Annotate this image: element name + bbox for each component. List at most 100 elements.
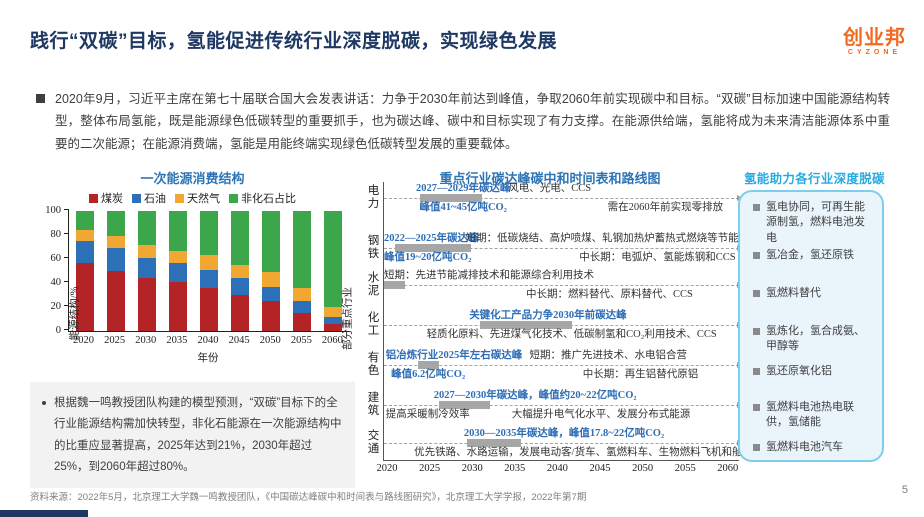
stacked-bar <box>293 211 312 331</box>
bar-segment <box>262 272 281 287</box>
timeline-text: 大幅提升电气化水平、发展分布式能源 <box>511 409 691 420</box>
hydrogen-item-text: 氢燃料替代 <box>766 287 821 299</box>
bar-segment <box>199 211 218 256</box>
note-box: 根据魏一鸣教授团队构建的模型预测，“双碳”目标下的全行业能源结构需加快转型，非化… <box>30 382 355 489</box>
cyzone-logo: 创业邦 CYZONE <box>843 28 906 57</box>
timeline-text: 优先铁路、水路运输，发展电动客/货车、氢燃料车、生物燃料飞机和船舶 <box>414 447 754 458</box>
bar-segment <box>106 211 125 237</box>
x-tick-label: 2060 <box>322 335 343 346</box>
energy-y-ticks: 0 20 40 60 80 100 <box>45 205 349 336</box>
y-tick-mark <box>64 281 69 282</box>
hydrogen-item: 氢燃料电池热电联供，氢储能 <box>753 400 873 431</box>
x-tick-label: 2025 <box>419 463 441 474</box>
hydrogen-item-text: 氢还原氧化铝 <box>766 365 832 377</box>
footer-accent-bar <box>0 510 88 517</box>
timeline-text: 关键化工产品力争2030年前碳达峰 <box>469 310 627 321</box>
x-tick-text: 2045 <box>228 335 250 346</box>
bar-segment <box>262 286 281 301</box>
x-tick-label: 2035 <box>504 463 526 474</box>
square-bullet-icon <box>753 290 760 297</box>
industry-label: 建筑 <box>367 392 380 417</box>
timeline-text: 中长期：再生铝替代原铝 <box>582 369 699 380</box>
peak-window-bar <box>439 401 491 409</box>
y-tick-mark <box>64 257 69 258</box>
bar-segment <box>293 301 312 313</box>
x-tick-label: 2030 <box>461 463 483 474</box>
bar-segment <box>293 313 312 331</box>
bar-segment <box>324 323 343 331</box>
stacked-bar <box>231 211 250 331</box>
x-tick-text: 2055 <box>290 335 312 346</box>
x-tick-label: 2040 <box>197 335 219 346</box>
hydrogen-item: 氢燃料电池汽车 <box>753 440 873 455</box>
y-tick-label: 100 <box>45 205 61 216</box>
legend-item: 非化石占比 <box>229 190 296 206</box>
page-title: 践行“双碳”目标，氢能促进传统行业深度脱碳，实现绿色发展 <box>30 31 558 52</box>
stacked-bar <box>137 211 156 331</box>
legend-item: 石油 <box>132 190 166 206</box>
x-tick-label: 2035 <box>166 335 188 346</box>
peak-window-bar <box>419 194 482 202</box>
square-bullet-icon <box>753 328 760 335</box>
y-tick-label: 20 <box>50 301 62 312</box>
x-tick-text: 2040 <box>197 335 219 346</box>
square-bullet-icon <box>753 444 760 451</box>
legend-swatch <box>175 193 184 203</box>
y-tick-label: 40 <box>50 277 62 288</box>
bar-segment <box>324 211 343 308</box>
industry-label: 水泥 <box>367 272 380 297</box>
industry-label: 化工 <box>367 312 380 337</box>
square-bullet-icon <box>753 204 760 211</box>
hydrogen-item-text: 氢冶金，氢还原铁 <box>766 249 854 261</box>
x-tick-label: 2060 <box>717 463 739 474</box>
bar-segment <box>75 241 94 263</box>
industry-label: 钢铁 <box>367 235 380 260</box>
y-tick-mark <box>64 305 69 306</box>
roadmap-y-axis-label: 部分重点行业 <box>342 287 354 350</box>
legend-label: 煤炭 <box>101 193 123 205</box>
stacked-bar <box>168 211 187 331</box>
square-bullet-icon <box>753 252 760 259</box>
bar-segment <box>262 211 281 273</box>
stacked-bar <box>75 211 94 331</box>
bar-segment <box>106 271 125 331</box>
bar-segment <box>231 295 250 331</box>
carbon-roadmap-chart: 重点行业碳达峰碳中和时间表和路线图 部分重点行业 2027—2029年碳达峰 风电… <box>343 168 760 478</box>
source-note: 资料来源：2022年5月，北京理工大学魏一鸣教授团队，《中国碳达峰碳中和时间表与… <box>30 492 587 503</box>
peak-window-bar <box>479 321 573 329</box>
x-tick-label: 2050 <box>632 463 654 474</box>
energy-x-axis-label: 年份 <box>197 353 219 364</box>
timeline-text: 轻质化原料、先进煤气化技术、低碳制氢和CO₂利用技术、CCS <box>426 329 717 340</box>
legend-label: 石油 <box>144 193 166 205</box>
stacked-bar <box>106 211 125 331</box>
bar-segment <box>324 307 343 317</box>
x-tick-text: 2035 <box>166 335 188 346</box>
bar-segment <box>231 211 250 266</box>
energy-mix-chart: 一次能源消费结构 煤炭 石油 天然气 非化石占比 0 20 40 60 80 100 能源结构/… <box>30 168 355 380</box>
square-bullet-icon <box>36 94 45 103</box>
energy-legend: 煤炭 石油 天然气 非化石占比 <box>30 190 355 206</box>
timeline-text: 2027—2029年碳达峰 <box>415 183 511 194</box>
bar-segment <box>75 262 94 331</box>
y-tick-mark <box>64 209 69 210</box>
bar-segment <box>137 211 156 245</box>
y-tick-label: 0 <box>55 325 61 336</box>
legend-label: 非化石占比 <box>241 193 296 205</box>
bar-segment <box>231 278 250 295</box>
bar-segment <box>137 244 156 258</box>
square-bullet-icon <box>753 368 760 375</box>
x-tick-label: 2055 <box>674 463 696 474</box>
intro-block: 2020年9月，习近平主席在第七十届联合国大会发表讲话：力争于2030年前达到峰… <box>36 88 890 155</box>
bar-segment <box>137 278 156 331</box>
hydrogen-panel-title: 氢能助力各行业深度脱碳 <box>744 172 885 186</box>
timeline-text: 短期：推广先进技术、水电铝合营 <box>529 350 688 361</box>
timeline-dashed-line <box>384 282 742 288</box>
x-tick-text: 2050 <box>259 335 281 346</box>
intro-text: 2020年9月，习近平主席在第七十届联合国大会发表讲话：力争于2030年前达到峰… <box>55 92 890 151</box>
legend-label: 天然气 <box>187 193 220 205</box>
legend-swatch <box>132 193 141 203</box>
energy-plot-area: 0 20 40 60 80 100 能源结构/% <box>45 205 349 340</box>
x-tick-label: 2045 <box>589 463 611 474</box>
legend-swatch <box>229 193 238 203</box>
x-tick-label: 2055 <box>290 335 312 346</box>
